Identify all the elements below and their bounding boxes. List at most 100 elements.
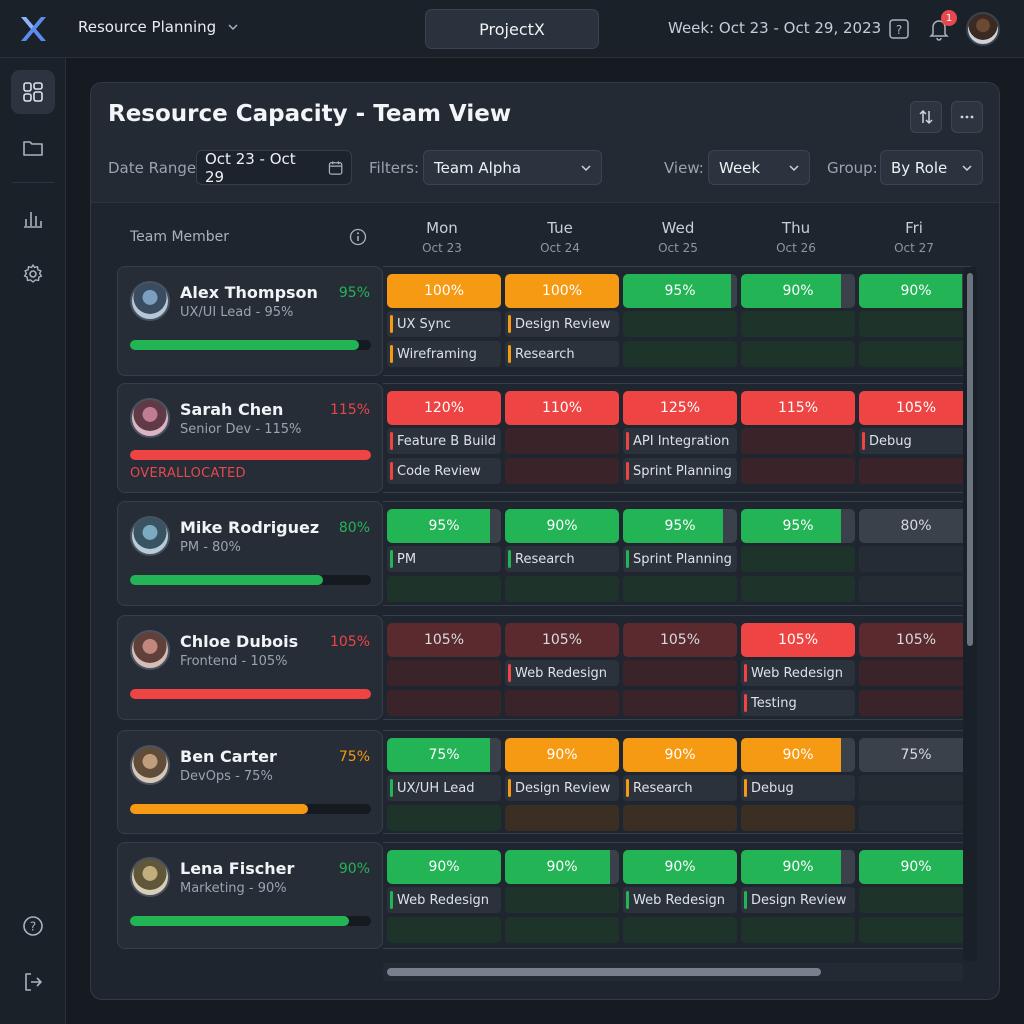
empty-slot[interactable] [859, 917, 973, 943]
member-card-chloe-dubois[interactable]: Chloe Dubois Frontend - 105% 105% [117, 615, 383, 720]
task-chip[interactable]: Research [505, 546, 619, 572]
task-chip[interactable]: Sprint Planning [623, 546, 737, 572]
sidebar-item-logout[interactable] [11, 960, 55, 1004]
task-chip[interactable]: Debug [859, 428, 973, 454]
empty-slot[interactable] [859, 690, 973, 716]
capacity-cell[interactable]: 95% [623, 274, 737, 308]
sidebar-item-dashboard[interactable] [11, 70, 55, 114]
task-chip[interactable]: Testing [741, 690, 855, 716]
task-chip[interactable]: API Integration [623, 428, 737, 454]
capacity-cell[interactable]: 105% [741, 623, 855, 657]
empty-slot[interactable] [623, 311, 737, 337]
capacity-cell[interactable]: 90% [741, 850, 855, 884]
task-chip[interactable]: Design Review [505, 311, 619, 337]
empty-slot[interactable] [505, 576, 619, 602]
empty-slot[interactable] [505, 917, 619, 943]
empty-slot[interactable] [741, 341, 855, 367]
capacity-cell[interactable]: 105% [387, 623, 501, 657]
empty-slot[interactable] [741, 458, 855, 484]
task-chip[interactable]: UX/UH Lead [387, 775, 501, 801]
project-selector[interactable]: ProjectX [425, 9, 599, 49]
vertical-scrollbar-thumb[interactable] [967, 273, 973, 646]
capacity-cell[interactable]: 90% [741, 738, 855, 772]
task-chip[interactable]: Feature B Build [387, 428, 501, 454]
capacity-cell[interactable]: 90% [859, 274, 973, 308]
capacity-cell[interactable]: 80% [859, 509, 973, 543]
projectx-logo-icon[interactable] [18, 14, 48, 44]
capacity-cell[interactable]: 90% [623, 738, 737, 772]
sidebar-item-projects[interactable] [11, 126, 55, 170]
empty-slot[interactable] [623, 805, 737, 831]
group-dropdown[interactable]: By Role [880, 150, 983, 185]
empty-slot[interactable] [741, 917, 855, 943]
empty-slot[interactable] [387, 917, 501, 943]
view-dropdown[interactable]: Week [708, 150, 810, 185]
capacity-cell[interactable]: 105% [859, 391, 973, 425]
empty-slot[interactable] [741, 311, 855, 337]
task-chip[interactable]: Web Redesign [741, 660, 855, 686]
empty-slot[interactable] [387, 690, 501, 716]
capacity-cell[interactable]: 90% [741, 274, 855, 308]
empty-slot[interactable] [859, 576, 973, 602]
sidebar-item-help[interactable]: ? [11, 904, 55, 948]
user-avatar[interactable] [966, 12, 1000, 46]
empty-slot[interactable] [859, 805, 973, 831]
capacity-cell[interactable]: 100% [387, 274, 501, 308]
capacity-cell[interactable]: 90% [505, 738, 619, 772]
empty-slot[interactable] [623, 576, 737, 602]
empty-slot[interactable] [623, 341, 737, 367]
empty-slot[interactable] [623, 660, 737, 686]
capacity-cell[interactable]: 95% [623, 509, 737, 543]
capacity-cell[interactable]: 115% [741, 391, 855, 425]
task-chip[interactable]: UX Sync [387, 311, 501, 337]
empty-slot[interactable] [505, 690, 619, 716]
sidebar-item-reports[interactable] [11, 196, 55, 240]
task-chip[interactable]: Web Redesign [505, 660, 619, 686]
help-icon[interactable]: ? [888, 18, 910, 40]
empty-slot[interactable] [387, 576, 501, 602]
empty-slot[interactable] [859, 660, 973, 686]
member-card-alex-thompson[interactable]: Alex Thompson UX/UI Lead - 95% 95% [117, 266, 383, 376]
date-range-input[interactable]: Oct 23 - Oct 29 [196, 150, 352, 186]
member-card-mike-rodriguez[interactable]: Mike Rodriguez PM - 80% 80% [117, 501, 383, 606]
empty-slot[interactable] [623, 690, 737, 716]
capacity-cell[interactable]: 120% [387, 391, 501, 425]
task-chip[interactable]: Web Redesign [387, 887, 501, 913]
capacity-cell[interactable]: 90% [387, 850, 501, 884]
more-options-button[interactable] [951, 101, 983, 133]
empty-slot[interactable] [741, 805, 855, 831]
capacity-cell[interactable]: 95% [741, 509, 855, 543]
capacity-cell[interactable]: 110% [505, 391, 619, 425]
empty-slot[interactable] [387, 805, 501, 831]
capacity-cell[interactable]: 95% [387, 509, 501, 543]
capacity-cell[interactable]: 75% [859, 738, 973, 772]
member-card-ben-carter[interactable]: Ben Carter DevOps - 75% 75% [117, 730, 383, 834]
empty-slot[interactable] [741, 428, 855, 454]
task-chip[interactable]: Debug [741, 775, 855, 801]
empty-slot[interactable] [859, 546, 973, 572]
sidebar-item-settings[interactable] [11, 252, 55, 296]
member-card-sarah-chen[interactable]: Sarah Chen Senior Dev - 115% 115% OVERALLOC… [117, 383, 383, 493]
capacity-cell[interactable]: 125% [623, 391, 737, 425]
horizontal-scrollbar-thumb[interactable] [387, 968, 821, 976]
capacity-cell[interactable]: 90% [623, 850, 737, 884]
task-chip[interactable]: PM [387, 546, 501, 572]
info-icon[interactable] [349, 228, 367, 246]
empty-slot[interactable] [859, 311, 973, 337]
capacity-cell[interactable]: 100% [505, 274, 619, 308]
capacity-cell[interactable]: 90% [505, 509, 619, 543]
capacity-cell[interactable]: 75% [387, 738, 501, 772]
capacity-cell[interactable]: 105% [505, 623, 619, 657]
task-chip[interactable]: Sprint Planning [623, 458, 737, 484]
empty-slot[interactable] [859, 341, 973, 367]
empty-slot[interactable] [859, 775, 973, 801]
task-chip[interactable]: Design Review [505, 775, 619, 801]
sort-button[interactable] [910, 101, 942, 133]
empty-slot[interactable] [505, 428, 619, 454]
task-chip[interactable]: Research [505, 341, 619, 367]
capacity-cell[interactable]: 105% [623, 623, 737, 657]
capacity-cell[interactable]: 90% [859, 850, 973, 884]
capacity-cell[interactable]: 90% [505, 850, 619, 884]
empty-slot[interactable] [505, 805, 619, 831]
member-card-lena-fischer[interactable]: Lena Fischer Marketing - 90% 90% [117, 842, 383, 949]
